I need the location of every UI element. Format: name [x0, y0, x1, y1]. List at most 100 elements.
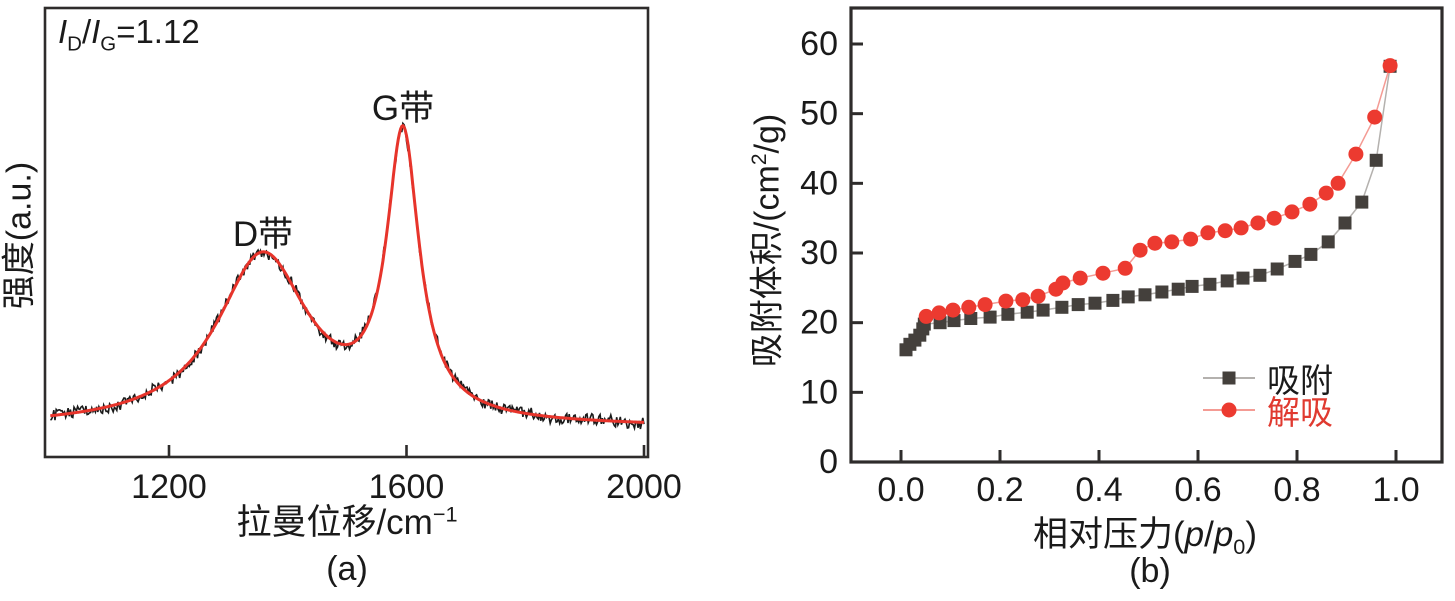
adsorption-point [1369, 153, 1383, 167]
raman-spectrum-panel: 1200 1600 2000 [43, 6, 682, 506]
desorption-point [1367, 109, 1383, 125]
desorption-series [918, 58, 1398, 324]
panel-b-y-tick-label: 20 [800, 304, 838, 342]
desorption-point [977, 297, 993, 313]
desorption-point [1132, 242, 1148, 258]
desorption-point [1330, 175, 1346, 191]
adsorption-point [1253, 268, 1267, 282]
adsorption-point [1185, 279, 1199, 293]
desorption-point [931, 305, 947, 321]
desorption-point [1015, 292, 1031, 308]
annotation-sub-g: G [100, 32, 117, 56]
panel-b-x-axis-label-text: 相对压力( [1032, 515, 1185, 554]
adsorption-point [1155, 285, 1169, 299]
raman-experimental-curve [50, 121, 645, 432]
id-ig-ratio-annotation: ID/IG=1.12 [58, 13, 200, 57]
legend-label-desorption: 解吸 [1267, 394, 1333, 431]
panel-b-x-axis-label-sub0: 0 [1233, 534, 1246, 559]
desorption-point [998, 293, 1014, 309]
panel-a-x-axis-label-text: 拉曼位移/cm [236, 503, 433, 542]
legend-item-adsorption: 吸附 [1203, 362, 1333, 399]
panel-a-x-axis-label-exponent: −1 [432, 501, 458, 527]
panel-a-x-tick-label: 1600 [369, 468, 445, 506]
adsorption-point [1338, 216, 1352, 230]
adsorption-point [1036, 303, 1050, 317]
desorption-point [1147, 235, 1163, 251]
adsorption-point [1001, 307, 1015, 321]
adsorption-point [964, 312, 978, 325]
adsorption-point [1203, 277, 1217, 291]
annotation-value: =1.12 [116, 13, 200, 50]
desorption-point [1117, 260, 1133, 276]
annotation-slash: / [81, 13, 92, 50]
desorption-point [1233, 220, 1249, 236]
d-band-label: D带 [232, 215, 294, 254]
panel-a-x-tick-label: 1200 [131, 468, 207, 506]
desorption-point [945, 302, 961, 318]
panel-b-x-tick-label: 0.8 [1273, 471, 1320, 509]
desorption-point [918, 308, 934, 324]
desorption-point [1200, 225, 1216, 241]
legend-item-desorption: 解吸 [1203, 394, 1333, 431]
adsorption-point [947, 314, 961, 328]
panel-b-x-axis-label: 相对压力(p/p0) [1033, 506, 1257, 560]
desorption-circle-icon [1221, 402, 1237, 418]
adsorption-point [1288, 254, 1302, 268]
desorption-point [1348, 146, 1364, 162]
panel-a-y-axis-label: 强度(a.u.) [0, 161, 39, 310]
desorption-point [1055, 275, 1071, 291]
adsorption-point [983, 310, 997, 324]
panel-b-y-tick-label: 30 [800, 234, 838, 272]
panel-b-x-tick-label: 0.0 [877, 471, 924, 509]
panel-a-frame [43, 6, 650, 459]
panel-b-y-tick-label: 50 [800, 95, 838, 133]
desorption-point [1030, 288, 1046, 304]
adsorption-point [1088, 296, 1102, 310]
adsorption-marker-icon [1203, 363, 1255, 393]
desorption-point [961, 299, 977, 315]
desorption-point [1318, 185, 1334, 201]
panel-b-x-tick-label: 1.0 [1372, 471, 1419, 509]
adsorption-square-icon [1222, 371, 1236, 385]
annotation-sub-d: D [67, 32, 82, 56]
desorption-point [1250, 215, 1266, 231]
adsorption-point [1071, 298, 1085, 312]
panel-b-x-axis-label-p0: p [1213, 515, 1234, 554]
isotherm-panel: 0.0 0.2 0.4 0.6 0.8 1.0 0 10 20 30 40 50 60 [800, 6, 1444, 509]
panel-a-x-tick-label: 2000 [606, 468, 682, 506]
panel-b-x-tick-label: 0.6 [1174, 471, 1221, 509]
panel-b-y-axis-label-exponent: 2 [748, 153, 772, 166]
panel-a-caption: (a) [326, 550, 368, 588]
desorption-point [1217, 223, 1233, 239]
panel-b-x-axis-label-close: ) [1245, 515, 1258, 554]
adsorption-point [1220, 274, 1234, 288]
panel-b-y-tick-label: 10 [800, 373, 838, 411]
panel-b-y-tick-label: 60 [800, 25, 838, 63]
desorption-point [1284, 204, 1300, 220]
adsorption-line [905, 66, 1391, 351]
panel-b-y-axis-label-pre: 吸附体积/(cm [748, 165, 787, 368]
panel-b-y-axis-label: 吸附体积/(cm2/g) [740, 41, 789, 441]
adsorption-point [1304, 247, 1318, 261]
panel-b-caption: (b) [1129, 552, 1171, 590]
desorption-point [1382, 58, 1398, 74]
adsorption-point [1138, 288, 1152, 302]
adsorption-point [1171, 282, 1185, 296]
adsorption-point [1055, 300, 1069, 314]
desorption-point [1302, 196, 1318, 212]
panel-b-x-axis-label-p: p [1184, 515, 1205, 554]
annotation-i-g: I [91, 13, 101, 50]
panel-b-y-axis-label-post: /g) [748, 113, 787, 154]
panel-b-x-axis-label-slash: / [1204, 515, 1214, 554]
panel-b-y-tick-label: 0 [819, 443, 838, 481]
legend: 吸附 解吸 [1203, 362, 1333, 431]
panel-b-x-tick-label: 0.2 [976, 471, 1023, 509]
adsorption-point [1270, 262, 1284, 276]
adsorption-point [1355, 195, 1369, 209]
desorption-point [1183, 231, 1199, 247]
desorption-point [1072, 270, 1088, 286]
panel-b-frame [849, 6, 1444, 464]
desorption-point [1164, 234, 1180, 250]
